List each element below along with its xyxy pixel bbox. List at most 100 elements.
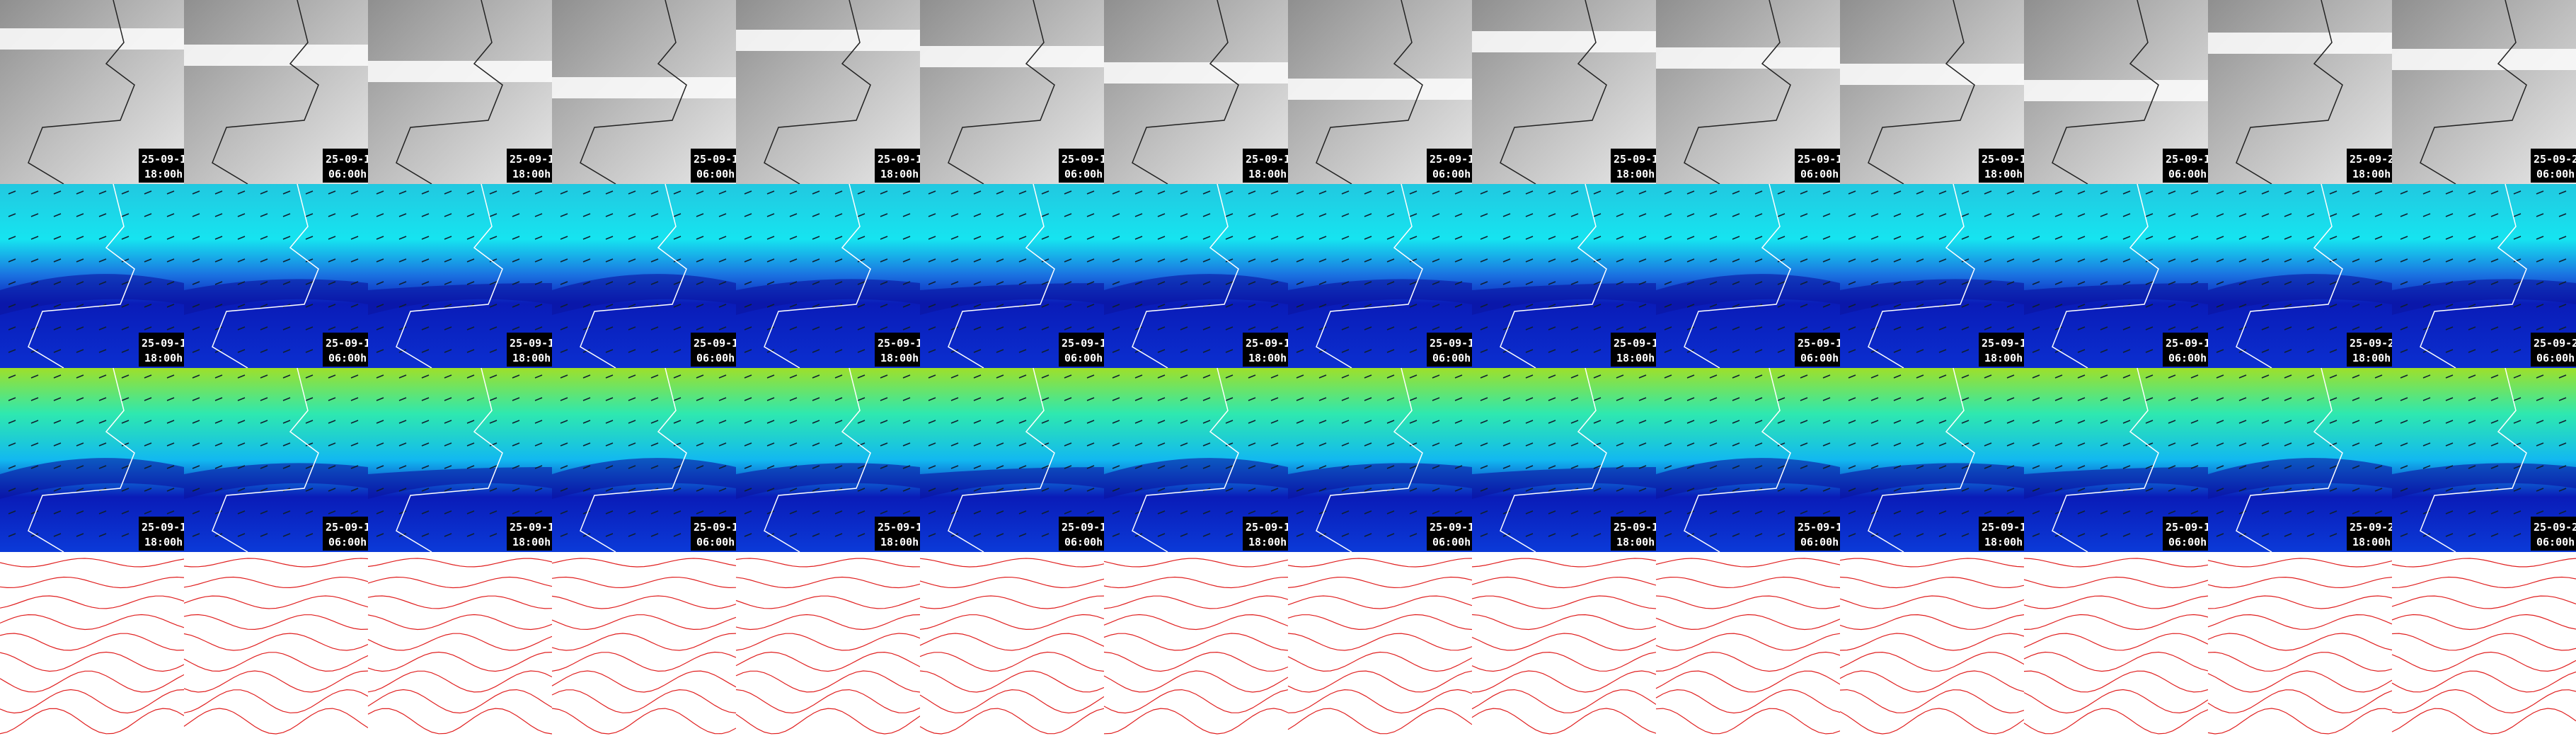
wind-arrow bbox=[812, 374, 820, 379]
isobar bbox=[1287, 614, 1473, 631]
wind-arrow bbox=[2168, 213, 2176, 217]
wind-arrow bbox=[534, 397, 543, 401]
wind-arrow bbox=[1270, 326, 1279, 330]
wind-arrow bbox=[489, 465, 498, 469]
wind-arrow bbox=[2216, 420, 2224, 424]
wind-arrow bbox=[305, 281, 314, 285]
map-tile: 25-09-118:00h bbox=[0, 367, 186, 553]
wind-arrow bbox=[282, 213, 291, 217]
wind-arrow bbox=[2284, 397, 2292, 401]
wind-arrow bbox=[421, 442, 430, 447]
wind-arrow bbox=[1916, 281, 1924, 285]
isobar bbox=[735, 595, 921, 609]
wind-arrow bbox=[2306, 326, 2315, 330]
wind-arrow bbox=[1686, 190, 1695, 195]
wind-arrow bbox=[2145, 374, 2154, 379]
wind-arrow bbox=[1248, 374, 1256, 379]
wind-arrow bbox=[1386, 465, 1395, 469]
wind-arrow bbox=[1732, 510, 1740, 514]
wind-arrow bbox=[1848, 442, 1856, 447]
date-label: 25-09-1 bbox=[1798, 153, 1842, 166]
wind-arrow bbox=[2238, 397, 2247, 401]
wind-arrow bbox=[1157, 533, 1166, 537]
wind-arrow bbox=[512, 374, 520, 379]
wind-band bbox=[1656, 274, 1840, 315]
wind-arrow bbox=[2536, 258, 2544, 263]
wind-arrow bbox=[166, 236, 175, 240]
label-box bbox=[1611, 333, 1656, 367]
isobar bbox=[1287, 708, 1473, 735]
wind-arrow bbox=[8, 420, 16, 424]
wind-arrow bbox=[650, 349, 659, 353]
wind-arrow bbox=[1409, 213, 1418, 217]
wind-arrow bbox=[2190, 420, 2199, 424]
cloud-band bbox=[2024, 80, 2208, 101]
wind-arrow bbox=[30, 190, 39, 195]
label-box bbox=[139, 517, 184, 551]
wind-arrow bbox=[2261, 533, 2270, 537]
wind-arrow bbox=[2329, 304, 2338, 308]
wind-arrow bbox=[1548, 326, 1556, 330]
wind-arrow bbox=[2032, 374, 2040, 379]
wind-arrow bbox=[2400, 258, 2408, 263]
wind-arrow bbox=[2490, 465, 2499, 469]
wind-arrow bbox=[2077, 442, 2086, 447]
isobar bbox=[0, 651, 185, 672]
wind-arrow bbox=[718, 397, 727, 401]
wind-arrow bbox=[534, 281, 543, 285]
wind-arrow bbox=[376, 213, 384, 217]
wind-arrow bbox=[1938, 374, 1947, 379]
wind-arrow bbox=[2374, 258, 2383, 263]
isobar bbox=[1471, 614, 1657, 631]
wind-arrow bbox=[1822, 510, 1831, 514]
wind-arrow bbox=[2468, 488, 2476, 492]
wind-arrow bbox=[1480, 190, 1488, 195]
label-box bbox=[1059, 517, 1104, 551]
coastline bbox=[2052, 0, 2159, 185]
wind-arrow bbox=[237, 442, 246, 447]
isobar bbox=[1287, 633, 1473, 651]
wind-arrow bbox=[8, 281, 16, 285]
wind-arrow bbox=[1086, 374, 1095, 379]
isobar bbox=[183, 633, 369, 651]
tile-background bbox=[552, 552, 736, 736]
time-label: 18:00h bbox=[1984, 168, 2023, 180]
map-tile bbox=[1839, 552, 2025, 736]
wind-arrow bbox=[489, 420, 498, 424]
wind-arrow bbox=[2352, 190, 2360, 195]
wind-arrow bbox=[1341, 213, 1350, 217]
wind-arrow bbox=[2122, 326, 2131, 330]
wind-band bbox=[1104, 274, 1288, 315]
wind-arrow bbox=[973, 236, 982, 240]
wind-arrow bbox=[1638, 213, 1647, 217]
wind-arrow bbox=[192, 510, 200, 514]
wind-arrow bbox=[902, 488, 911, 492]
wind-arrow bbox=[237, 349, 246, 353]
wind-arrow bbox=[282, 281, 291, 285]
wind-arrow bbox=[1548, 533, 1556, 537]
wind-arrow bbox=[2077, 397, 2086, 401]
wind-arrow bbox=[1134, 442, 1143, 447]
wind-arrow bbox=[1296, 349, 1304, 353]
coastline bbox=[580, 367, 687, 553]
wind-arrow bbox=[192, 420, 200, 424]
label-box bbox=[1427, 517, 1472, 551]
isobar bbox=[1839, 595, 2025, 609]
wind-arrow bbox=[2216, 510, 2224, 514]
wind-arrow bbox=[605, 213, 614, 217]
wind-arrow bbox=[1180, 258, 1188, 263]
time-label: 06:00h bbox=[328, 352, 367, 364]
isobar bbox=[735, 651, 921, 672]
wind-arrow bbox=[1664, 190, 1672, 195]
wind-arrow bbox=[328, 420, 336, 424]
wind-arrow bbox=[1134, 420, 1143, 424]
coastline bbox=[212, 367, 319, 553]
wind-arrow bbox=[1064, 510, 1072, 514]
wind-arrow bbox=[2352, 213, 2360, 217]
wind-arrow bbox=[1709, 488, 1718, 492]
wind-arrow bbox=[1570, 258, 1579, 263]
wind-arrow bbox=[2445, 258, 2454, 263]
wind-arrow bbox=[1616, 465, 1624, 469]
wind-arrow bbox=[1593, 465, 1602, 469]
wind-arrow bbox=[696, 488, 704, 492]
